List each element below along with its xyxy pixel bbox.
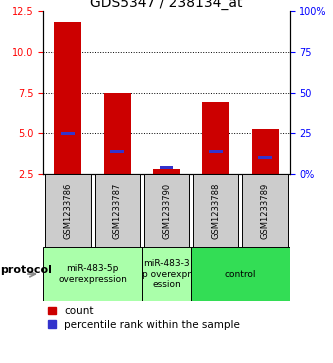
Bar — [202, 102, 229, 174]
Bar — [191, 247, 290, 301]
Bar — [242, 174, 288, 247]
Bar — [61, 132, 75, 135]
Text: control: control — [225, 270, 256, 278]
Bar — [43, 247, 142, 301]
Bar — [104, 93, 131, 174]
Text: GSM1233786: GSM1233786 — [63, 182, 73, 239]
Bar — [45, 174, 91, 247]
Bar — [110, 150, 124, 153]
Bar — [209, 150, 223, 153]
Text: GSM1233787: GSM1233787 — [113, 182, 122, 239]
Bar — [258, 156, 272, 159]
Text: GSM1233789: GSM1233789 — [260, 183, 270, 238]
Bar — [142, 247, 191, 301]
Title: GDS5347 / 238134_at: GDS5347 / 238134_at — [90, 0, 243, 10]
Bar — [193, 174, 238, 247]
Text: GSM1233788: GSM1233788 — [211, 182, 220, 239]
Text: miR-483-5p
overexpression: miR-483-5p overexpression — [58, 264, 127, 284]
Bar — [54, 22, 82, 174]
Bar — [144, 174, 189, 247]
Text: miR-483-3
p overexpr
ession: miR-483-3 p overexpr ession — [142, 259, 191, 289]
Legend: count, percentile rank within the sample: count, percentile rank within the sample — [49, 306, 240, 330]
Bar — [251, 129, 279, 174]
Bar — [95, 174, 140, 247]
Text: protocol: protocol — [0, 265, 52, 276]
Bar — [153, 169, 180, 174]
Bar — [160, 166, 173, 169]
Text: GSM1233790: GSM1233790 — [162, 183, 171, 238]
